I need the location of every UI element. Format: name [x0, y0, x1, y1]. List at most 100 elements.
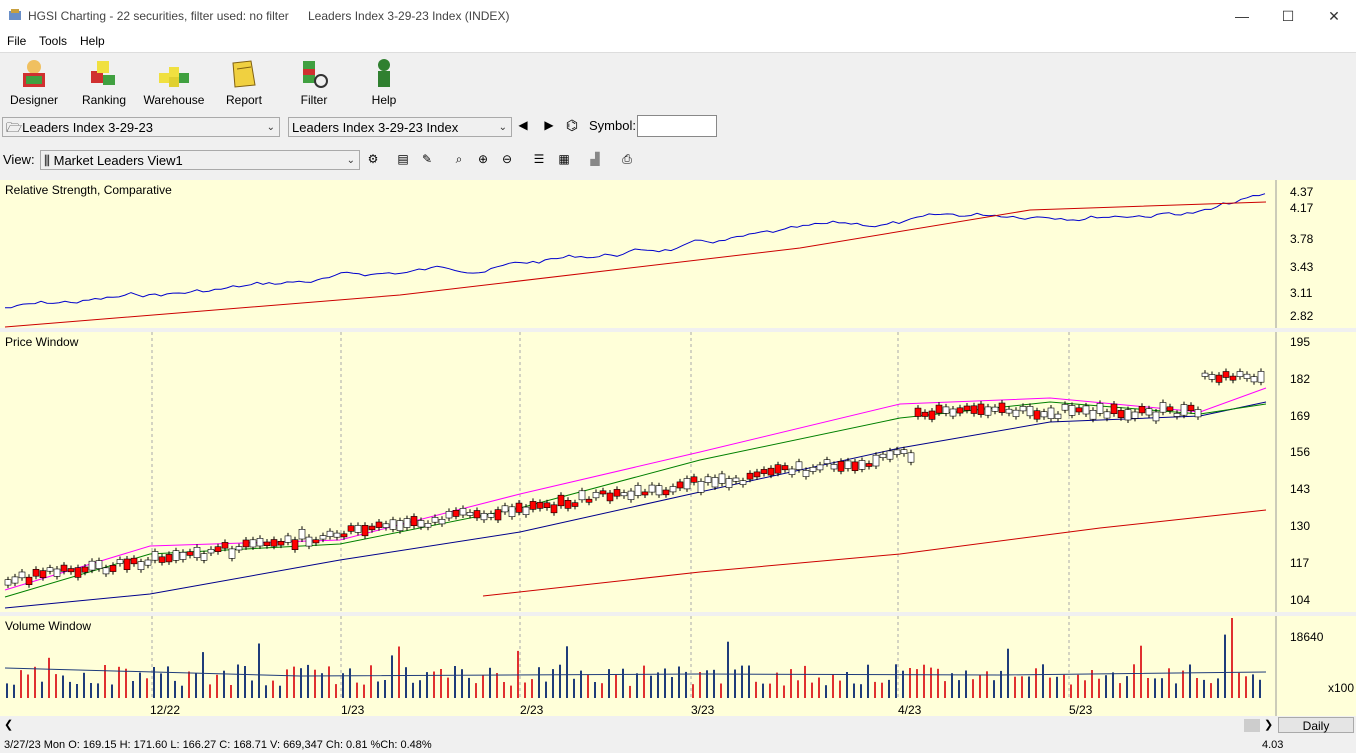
- candle-body: [1187, 404, 1195, 411]
- candle-body: [823, 459, 831, 464]
- scroll-left-icon[interactable]: ❮: [4, 719, 14, 731]
- maximize-button[interactable]: ☐: [1281, 8, 1295, 24]
- filter-button[interactable]: Filter: [283, 57, 345, 111]
- candle-body: [333, 532, 341, 538]
- candle-body: [760, 469, 768, 474]
- candle-body: [1054, 413, 1062, 419]
- search-icon[interactable]: ⌕: [455, 152, 463, 166]
- menu-tools[interactable]: Tools: [39, 34, 68, 48]
- scroll-right-icon[interactable]: ❯: [1264, 719, 1274, 731]
- volume-average-line: [4, 667, 1267, 677]
- ranking-button[interactable]: Ranking: [73, 57, 135, 111]
- previous-security-button[interactable]: ◀: [518, 118, 528, 132]
- candle-body: [676, 481, 684, 489]
- period-button[interactable]: Daily: [1278, 717, 1354, 733]
- candle-body: [529, 501, 537, 510]
- candle-body: [620, 492, 628, 497]
- bars-icon[interactable]: ☰: [533, 152, 545, 166]
- candle-body: [711, 477, 719, 488]
- candle-body: [151, 551, 159, 561]
- candle-body: [81, 566, 89, 573]
- document-title: Leaders Index 3-29-23 Index (INDEX): [308, 9, 510, 23]
- price-tick-label: 130: [1290, 519, 1311, 533]
- security-dropdown[interactable]: Leaders Index 3-29-23 Index ⌄: [288, 117, 512, 137]
- folder-icon: 🗁: [6, 120, 23, 135]
- candle-body: [1068, 405, 1076, 416]
- price-tick-label: 143: [1290, 482, 1311, 496]
- fast-moving-average: [4, 387, 1267, 591]
- candle-body: [830, 464, 838, 470]
- candle-body: [1257, 371, 1265, 383]
- candle-body: [928, 410, 936, 420]
- horizontal-scrollbar[interactable]: ❮ ❯: [0, 716, 1276, 735]
- candle-body: [1117, 410, 1125, 419]
- candle-body: [991, 406, 999, 412]
- report-button[interactable]: Report: [213, 57, 275, 111]
- candle-body: [543, 502, 551, 509]
- candle-body: [655, 485, 663, 496]
- candle-body: [851, 461, 859, 471]
- candle-body: [116, 559, 124, 564]
- rs-tick-label: 4.37: [1290, 185, 1314, 199]
- price-chart: [4, 332, 1277, 612]
- close-button[interactable]: ✕: [1328, 8, 1340, 24]
- candle-body: [1236, 371, 1244, 377]
- candle-body: [1159, 402, 1167, 413]
- warehouse-button[interactable]: Warehouse: [143, 57, 205, 111]
- candle-body: [228, 548, 236, 559]
- menu-help[interactable]: Help: [80, 34, 105, 48]
- candle-body: [753, 471, 761, 478]
- candle-body: [172, 550, 180, 561]
- candle-body: [1208, 374, 1216, 380]
- properties-icon[interactable]: ▤: [397, 152, 409, 166]
- candle-body: [508, 506, 516, 518]
- candle-body: [354, 525, 362, 533]
- candle-body: [340, 533, 348, 538]
- rs-chart: [4, 180, 1277, 328]
- candle-body: [1005, 408, 1013, 414]
- candle-body: [158, 556, 166, 563]
- zoom-in-icon[interactable]: ⊕: [477, 152, 489, 166]
- candle-body: [907, 452, 915, 463]
- candle-body: [263, 541, 271, 547]
- candle-body: [718, 473, 726, 484]
- symbol-input[interactable]: [637, 115, 717, 137]
- candle-body: [123, 558, 131, 570]
- list-icon[interactable]: ▦: [558, 152, 570, 166]
- rs-tick-label: 3.11: [1290, 286, 1313, 300]
- candle-body: [389, 519, 397, 530]
- next-security-button[interactable]: ▶: [544, 118, 554, 132]
- x-axis-label: 12/22: [150, 703, 181, 717]
- candle-body: [1222, 371, 1230, 378]
- scroll-thumb[interactable]: [1244, 719, 1260, 732]
- designer-button[interactable]: Designer: [3, 57, 65, 111]
- candle-body: [326, 530, 334, 537]
- candle-body: [88, 560, 96, 571]
- candle-body: [774, 464, 782, 474]
- candle-body: [648, 484, 656, 493]
- candle-body: [879, 453, 887, 458]
- help-button[interactable]: Help: [353, 57, 415, 111]
- candle-body: [781, 465, 789, 471]
- candle-body: [557, 494, 565, 507]
- area-chart-icon[interactable]: ▟: [590, 152, 600, 166]
- edit-icon[interactable]: ✎: [421, 152, 433, 166]
- candle-body: [837, 461, 845, 472]
- chevron-down-icon: ⌄: [498, 122, 507, 133]
- view-label: View:: [3, 152, 35, 167]
- candle-body: [984, 406, 992, 416]
- zoom-out-icon[interactable]: ⊖: [501, 152, 513, 166]
- candle-body: [32, 569, 40, 577]
- rs-tick-label: 2.82: [1290, 309, 1314, 323]
- candle-body: [697, 481, 705, 493]
- view-settings-icon[interactable]: ⚙: [367, 152, 379, 166]
- menu-file[interactable]: File: [7, 34, 27, 48]
- candle-body: [452, 510, 460, 517]
- list-dropdown[interactable]: 🗁Leaders Index 3-29-23 ⌄: [2, 117, 280, 137]
- x-axis-label: 5/23: [1069, 703, 1093, 717]
- binoculars-icon[interactable]: ⌬: [565, 117, 579, 133]
- minimize-button[interactable]: —: [1235, 8, 1249, 24]
- print-icon[interactable]: ⎙: [622, 152, 632, 166]
- view-dropdown[interactable]: ⫼ Market Leaders View1 ⌄: [40, 150, 360, 170]
- candle-body: [956, 407, 964, 414]
